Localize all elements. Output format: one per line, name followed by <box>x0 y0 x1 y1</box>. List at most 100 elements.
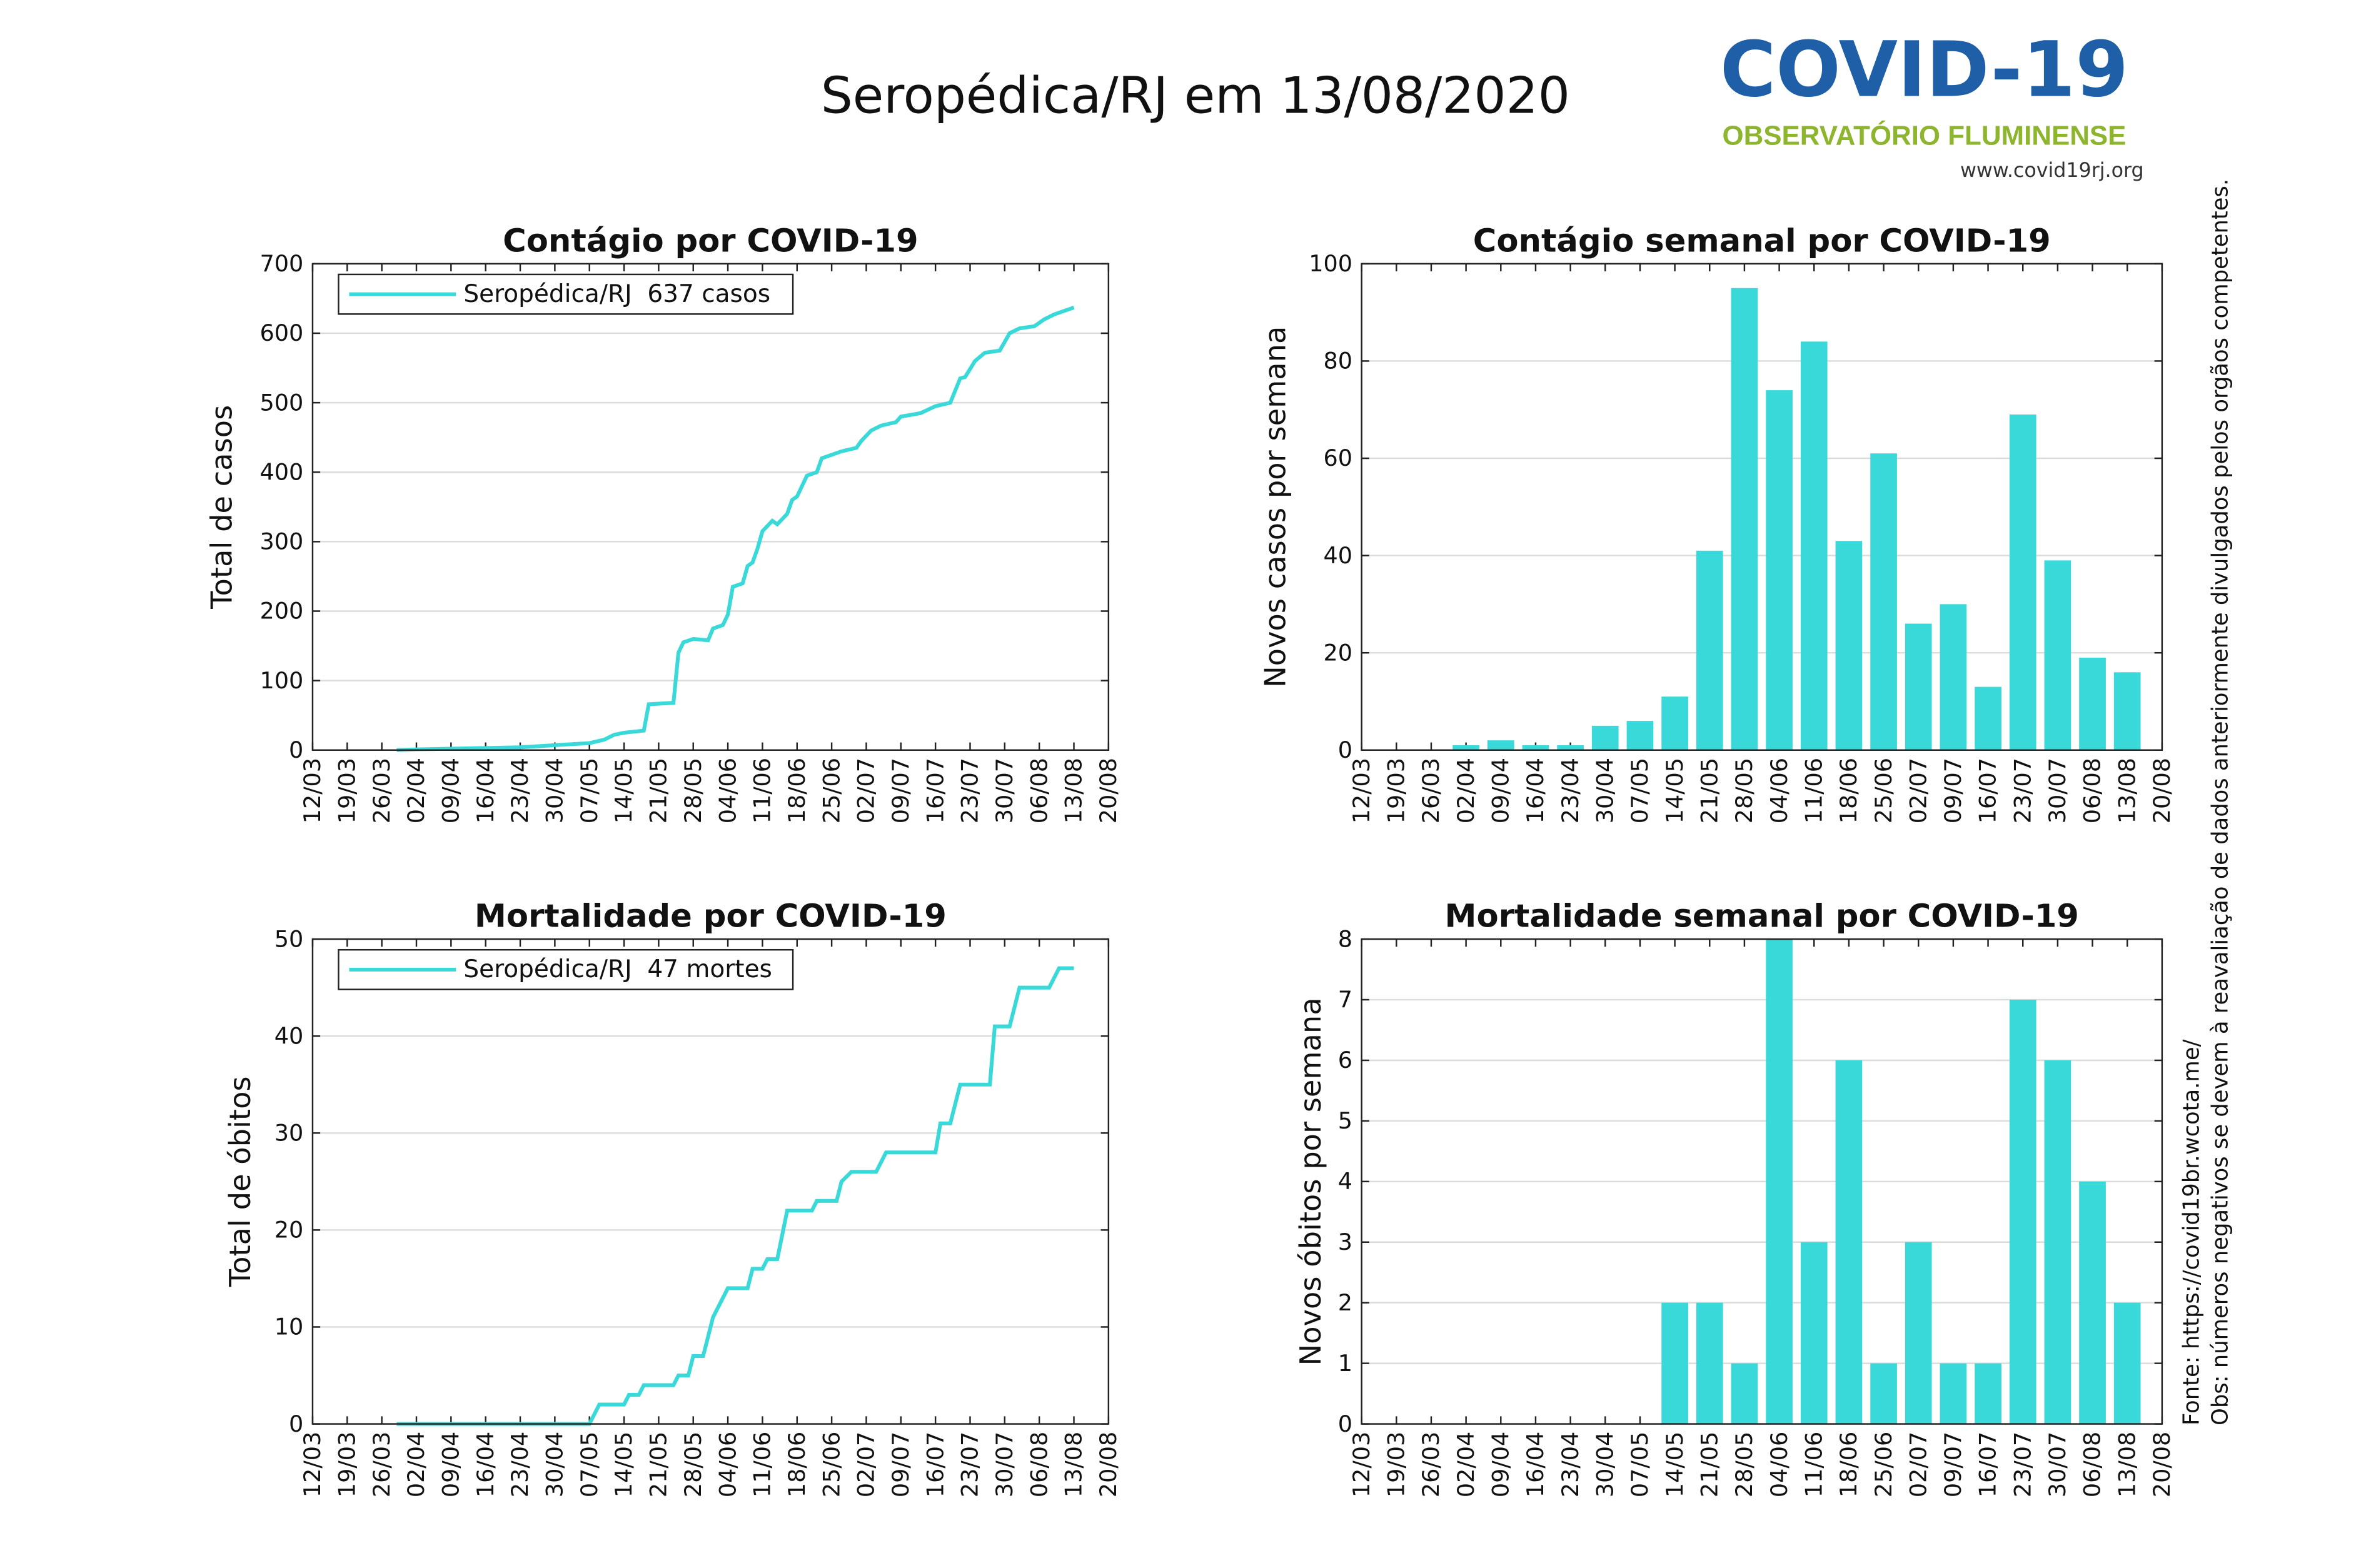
bar <box>1870 453 1897 750</box>
x-tick-label: 13/08 <box>2113 1432 2140 1497</box>
x-tick-label: 14/05 <box>1661 1432 1688 1497</box>
x-tick-label: 30/04 <box>1591 1432 1618 1497</box>
bar <box>2044 1060 2071 1424</box>
x-tick-label: 12/03 <box>1348 1432 1375 1497</box>
bar <box>1905 623 1932 750</box>
axes-box <box>1361 263 2163 751</box>
bar <box>1487 740 1514 750</box>
x-tick-label: 30/07 <box>2044 1432 2071 1497</box>
y-axis-label: Novos casos por semana <box>1259 326 1292 688</box>
y-tick-label: 1 <box>1338 1350 1352 1377</box>
x-tick-label: 07/05 <box>576 1432 603 1497</box>
bar <box>2009 1000 2036 1424</box>
y-tick-label: 400 <box>260 458 304 485</box>
bar <box>1905 1242 1932 1424</box>
x-tick-label: 13/08 <box>1060 1432 1087 1497</box>
y-tick-label: 0 <box>1338 736 1352 763</box>
x-tick-label: 16/04 <box>1522 758 1549 823</box>
bar <box>1940 1363 1967 1424</box>
y-tick-label: 500 <box>260 389 304 416</box>
y-tick-label: 80 <box>1323 348 1352 374</box>
bar <box>1731 288 1758 750</box>
bar <box>1731 1363 1758 1424</box>
bar <box>1452 745 1479 750</box>
logo-title: COVID-19 <box>1720 26 2128 114</box>
x-tick-label: 16/07 <box>922 758 949 823</box>
y-tick-label: 200 <box>260 598 304 625</box>
x-tick-label: 12/03 <box>299 1432 326 1497</box>
x-tick-label: 06/08 <box>2079 758 2106 823</box>
x-tick-label: 09/04 <box>438 1432 465 1497</box>
x-tick-label: 02/04 <box>403 758 430 823</box>
x-tick-label: 02/04 <box>1452 758 1479 823</box>
x-tick-label: 28/05 <box>1731 1432 1758 1497</box>
x-tick-label: 30/04 <box>541 758 568 823</box>
y-tick-label: 100 <box>1309 250 1352 277</box>
logo-url: www.covid19rj.org <box>1960 159 2144 182</box>
x-tick-label: 11/06 <box>749 1432 776 1497</box>
y-tick-label: 40 <box>274 1022 304 1049</box>
x-tick-label: 11/06 <box>1800 1432 1827 1497</box>
axes-box <box>1361 938 2163 1425</box>
x-tick-label: 12/03 <box>1348 758 1375 823</box>
x-tick-label: 16/04 <box>1522 1432 1549 1497</box>
bar <box>2113 1302 2141 1424</box>
x-tick-label: 07/05 <box>1626 758 1653 823</box>
y-tick-label: 20 <box>1323 639 1352 666</box>
x-tick-label: 09/07 <box>1940 1432 1966 1497</box>
x-tick-label: 19/03 <box>333 1432 360 1497</box>
bar <box>1557 745 1584 750</box>
bar <box>1522 745 1549 750</box>
legend-label: Seropédica/RJ 637 casos <box>463 280 770 308</box>
x-tick-label: 26/03 <box>1417 758 1444 823</box>
x-tick-label: 23/04 <box>506 1432 533 1497</box>
x-tick-label: 14/05 <box>610 758 637 823</box>
x-tick-label: 18/06 <box>1835 758 1862 823</box>
y-tick-label: 100 <box>260 667 304 694</box>
bar <box>1626 721 1654 750</box>
x-tick-label: 23/07 <box>957 1432 984 1497</box>
bar <box>1696 1302 1723 1424</box>
x-tick-label: 26/03 <box>368 1432 395 1497</box>
x-tick-label: 20/08 <box>1095 1432 1122 1497</box>
x-tick-label: 13/08 <box>2113 758 2140 823</box>
bar <box>2009 415 2036 750</box>
x-tick-label: 21/05 <box>645 1432 672 1497</box>
x-tick-label: 09/04 <box>1487 758 1514 823</box>
data-line <box>396 305 1075 752</box>
source-note: Fonte: https://covid19br.wcota.me/ <box>2178 1039 2204 1425</box>
x-tick-label: 14/05 <box>1661 758 1688 823</box>
chart-title: Mortalidade por COVID-19 <box>475 898 947 935</box>
x-tick-label: 07/05 <box>576 758 603 823</box>
x-tick-label: 28/05 <box>1731 758 1758 823</box>
x-tick-label: 23/07 <box>957 758 984 823</box>
x-tick-label: 16/07 <box>1975 758 2001 823</box>
x-tick-label: 09/07 <box>1940 758 1966 823</box>
x-tick-label: 02/07 <box>853 1432 880 1497</box>
y-tick-label: 20 <box>274 1217 304 1244</box>
y-tick-label: 2 <box>1338 1289 1352 1316</box>
x-tick-label: 09/07 <box>887 1432 914 1497</box>
x-tick-label: 02/04 <box>403 1432 430 1497</box>
x-tick-label: 20/08 <box>2148 758 2175 823</box>
x-tick-label: 28/05 <box>680 1432 707 1497</box>
x-tick-label: 23/04 <box>1557 1432 1584 1497</box>
y-tick-label: 300 <box>260 528 304 555</box>
x-tick-label: 19/03 <box>1383 758 1410 823</box>
x-tick-label: 04/06 <box>1766 758 1793 823</box>
x-tick-label: 02/07 <box>853 758 880 823</box>
x-tick-label: 16/04 <box>472 758 499 823</box>
obs-note: Obs: números negativos se devem à reaval… <box>2208 179 2233 1425</box>
x-tick-label: 30/07 <box>2044 758 2071 823</box>
x-tick-label: 18/06 <box>783 1432 810 1497</box>
y-tick-label: 30 <box>274 1119 304 1146</box>
axes-box <box>311 263 1110 751</box>
bar <box>1835 1060 1863 1424</box>
x-tick-label: 18/06 <box>1835 1432 1862 1497</box>
x-tick-label: 06/08 <box>2079 1432 2106 1497</box>
chart-title: Contágio semanal por COVID-19 <box>1473 222 2051 259</box>
y-tick-label: 700 <box>260 250 304 277</box>
x-tick-label: 21/05 <box>1696 758 1723 823</box>
